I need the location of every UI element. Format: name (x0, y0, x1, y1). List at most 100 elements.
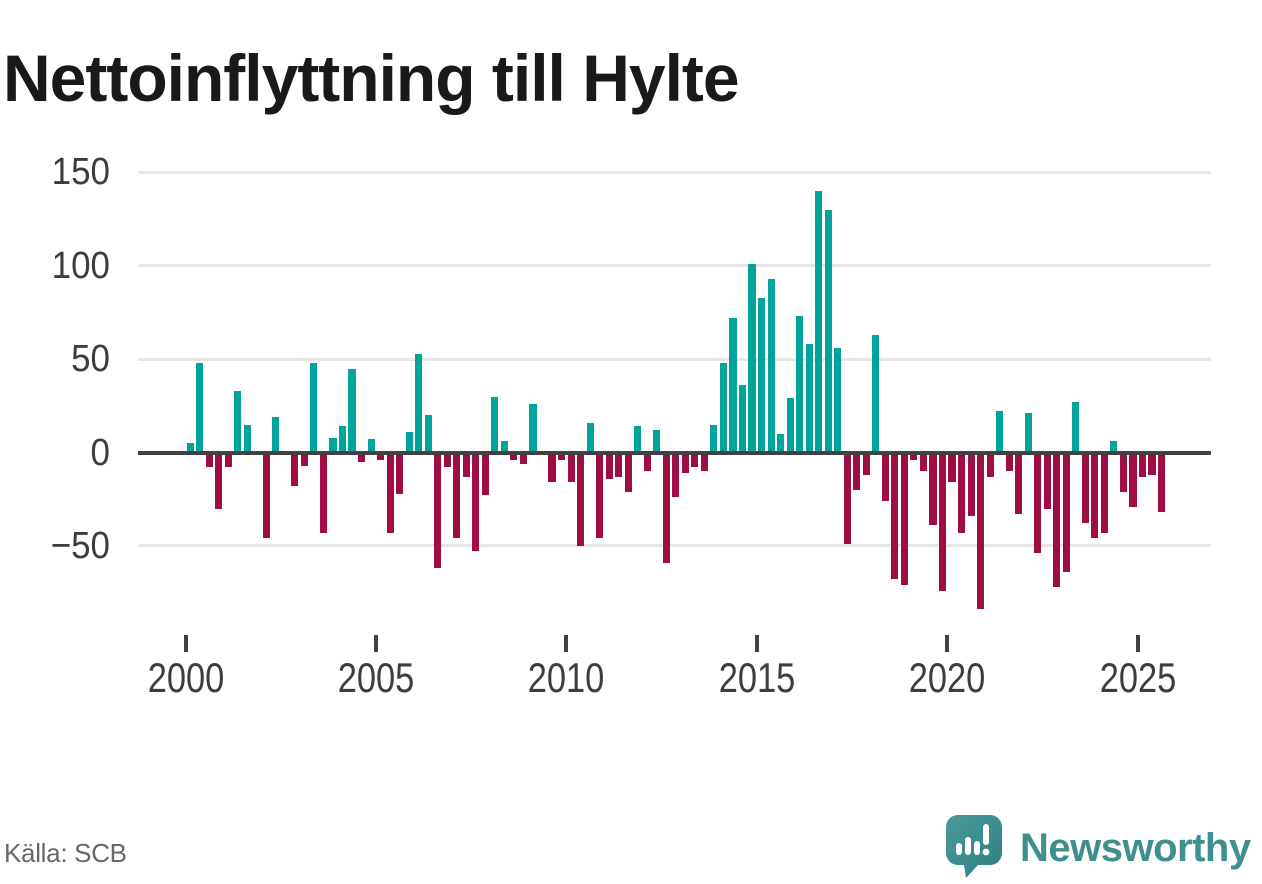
bar-2003-q3 (319, 452, 327, 533)
bar-2018-q2 (881, 452, 889, 501)
page-title: Nettoinflyttning till Hylte (3, 41, 740, 116)
bar-2025-q2 (1148, 452, 1156, 475)
bar-2006-q3 (434, 452, 442, 569)
bar-2013-q4 (710, 424, 718, 453)
source-note: Källa: SCB (4, 838, 127, 868)
bar-2011-q3 (624, 452, 632, 492)
bar-2008-q1 (491, 396, 499, 453)
bar-2005-q1 (377, 452, 385, 460)
bar-2010-q3 (586, 422, 594, 453)
bar-2021-q4 (1015, 452, 1023, 515)
bar-2021-q1 (986, 452, 994, 477)
bar-2020-q1 (948, 452, 956, 483)
bar-2004-q4 (367, 439, 375, 453)
bar-2024-q2 (1110, 441, 1118, 453)
bar-2018-q3 (891, 452, 899, 580)
bar-2022-q1 (1024, 413, 1032, 453)
y-axis-label-100: 100 (51, 244, 110, 287)
bar-2006-q2 (424, 415, 432, 453)
bar-2018-q1 (872, 334, 880, 453)
bar-2000-q2 (196, 362, 204, 453)
bar-2014-q4 (748, 264, 756, 453)
bar-2011-q4 (634, 426, 642, 453)
bar-2016-q1 (796, 316, 804, 453)
bar-2012-q1 (643, 452, 651, 472)
bar-2000-q3 (205, 452, 213, 468)
bar-2017-q2 (843, 452, 851, 544)
bar-2015-q4 (786, 398, 794, 453)
bar-2025-q3 (1157, 452, 1166, 513)
newsworthy-wordmark: Newsworthy (1020, 826, 1251, 870)
bar-2014-q3 (738, 385, 747, 453)
bar-2019-q2 (919, 452, 927, 472)
bar-2012-q2 (653, 430, 661, 453)
zero-axis-line (138, 450, 1211, 455)
bar-2020-q3 (967, 452, 975, 516)
bar-2019-q4 (938, 452, 947, 591)
speech-bubble-bar-chart-icon (946, 815, 1002, 878)
bar-2003-q2 (310, 362, 318, 453)
bar-2007-q4 (481, 452, 489, 496)
x-tick-2025 (1135, 635, 1140, 652)
bar-2004-q3 (357, 452, 366, 462)
bar-2018-q4 (900, 452, 908, 585)
bar-2003-q4 (329, 437, 337, 453)
bar-2017-q4 (862, 452, 870, 475)
x-tick-2005 (373, 635, 378, 652)
bar-2023-q3 (1081, 452, 1089, 524)
bar-2008-q2 (500, 441, 508, 453)
bar-2019-q3 (929, 452, 937, 526)
bar-2009-q1 (529, 404, 537, 453)
x-axis-label-2005: 2005 (337, 654, 415, 701)
bar-2002-q4 (291, 452, 299, 487)
gridline-50 (138, 357, 1211, 361)
bar-2022-q3 (1043, 452, 1051, 509)
bar-2008-q4 (519, 452, 527, 464)
bar-2020-q2 (957, 452, 966, 533)
gridline-100 (138, 264, 1211, 268)
x-axis-label-2015: 2015 (718, 654, 796, 701)
bar-2017-q3 (853, 452, 861, 490)
bar-2006-q1 (415, 353, 423, 453)
y-axis-label-0: 0 (90, 431, 110, 474)
gridline--50 (138, 544, 1211, 548)
x-tick-2020 (945, 635, 950, 652)
bar-2007-q1 (453, 452, 461, 539)
bar-2003-q1 (300, 452, 308, 466)
bar-2012-q3 (662, 452, 670, 563)
bar-2011-q2 (615, 452, 623, 477)
bar-2015-q2 (767, 278, 775, 453)
bar-2021-q3 (1005, 452, 1013, 472)
bar-2015-q3 (777, 433, 785, 453)
bar-2005-q4 (405, 432, 413, 453)
bar-2005-q3 (396, 452, 404, 494)
bar-2019-q1 (910, 452, 918, 460)
bar-2004-q1 (338, 426, 347, 453)
bar-2024-q3 (1119, 452, 1127, 492)
y-axis-label--50: −50 (50, 524, 110, 567)
bar-2008-q3 (510, 452, 518, 460)
bar-2013-q1 (681, 452, 689, 473)
bar-2002-q2 (272, 417, 280, 453)
bar-2007-q2 (462, 452, 470, 477)
bar-2017-q1 (834, 348, 842, 453)
bar-2020-q4 (977, 452, 985, 610)
bar-2023-q1 (1062, 452, 1070, 572)
x-tick-2010 (564, 635, 569, 652)
bar-2013-q2 (691, 452, 699, 468)
bar-2024-q1 (1100, 452, 1108, 533)
x-tick-2015 (754, 635, 759, 652)
bar-2014-q2 (729, 318, 737, 453)
bar-2005-q2 (386, 452, 394, 533)
y-axis-label-50: 50 (71, 338, 110, 381)
x-axis-label-2020: 2020 (909, 654, 986, 701)
bar-2002-q1 (262, 452, 270, 539)
x-axis-label-2025: 2025 (1099, 654, 1177, 701)
bar-2022-q2 (1034, 452, 1042, 554)
bar-2010-q1 (567, 452, 575, 483)
x-axis-label-2010: 2010 (528, 654, 605, 701)
gridline-150 (138, 170, 1211, 174)
bar-2016-q4 (824, 209, 832, 453)
bar-2015-q1 (757, 297, 766, 453)
